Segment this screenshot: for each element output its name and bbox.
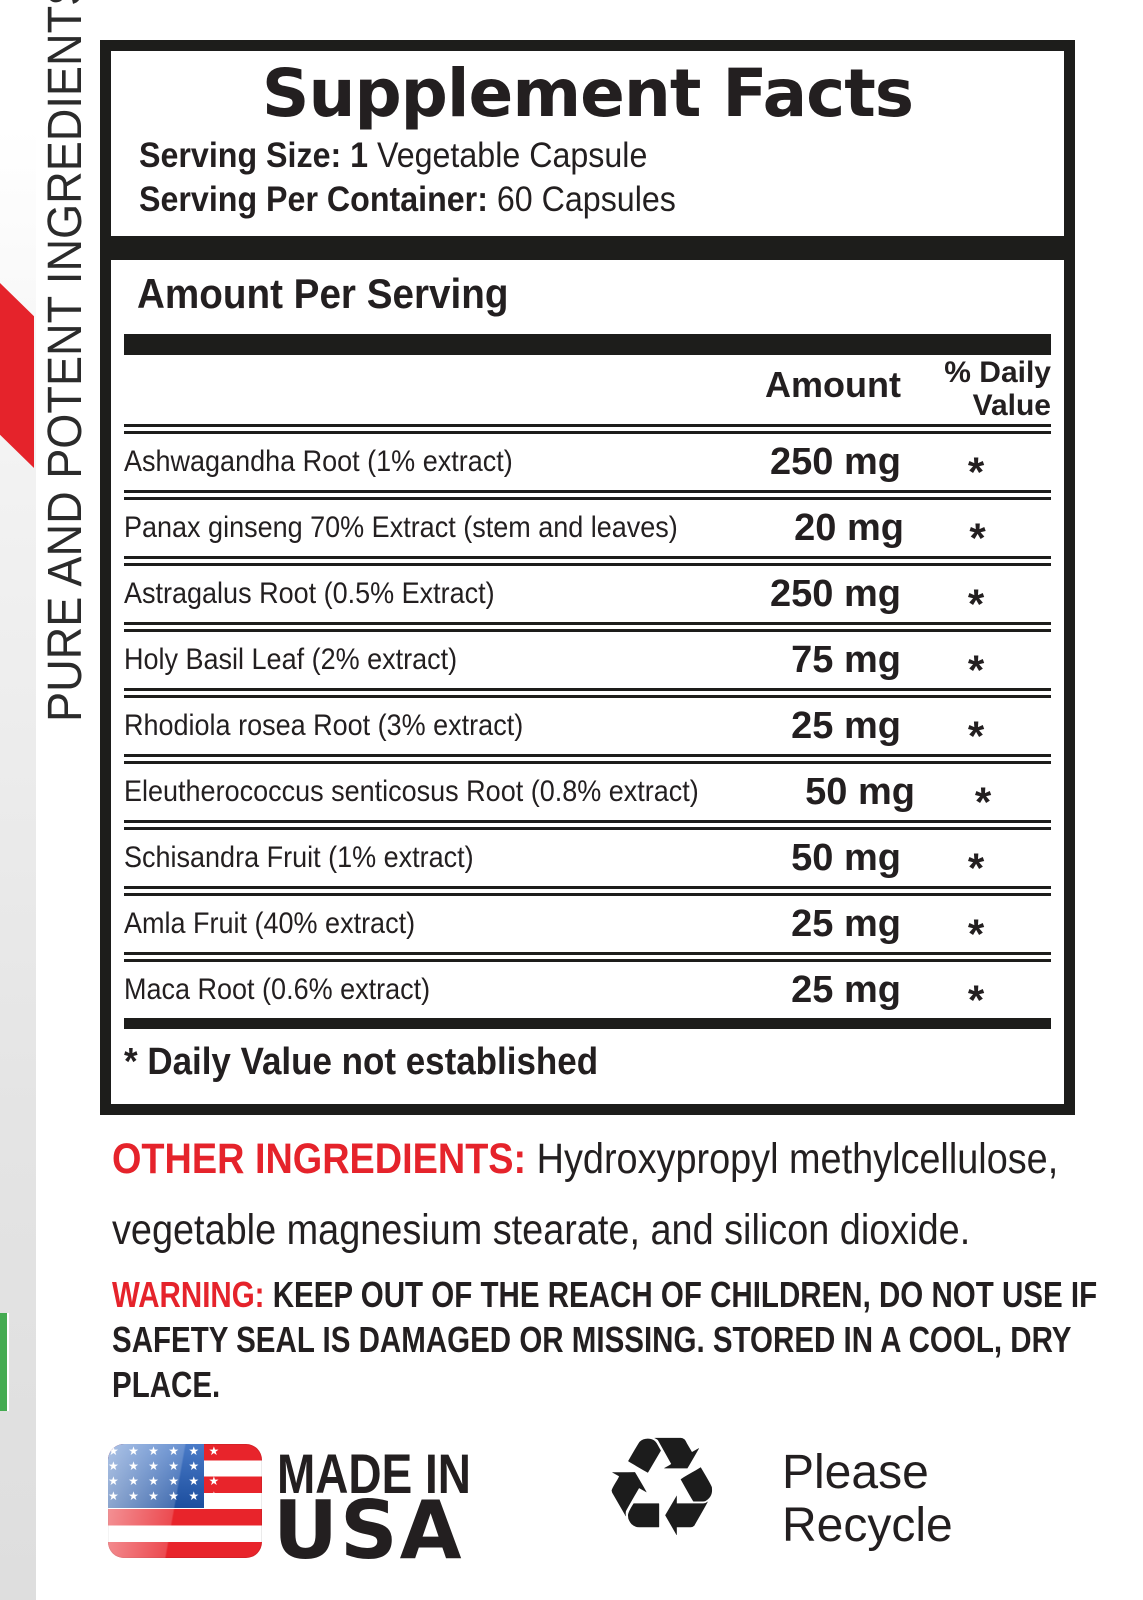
table-row: Amla Fruit (40% extract) 25 mg * [124,902,985,958]
flag-gloss [108,1444,262,1558]
warning-text-line2: SAFETY SEAL IS DAMAGED OR MISSING. STORE… [112,1319,1072,1360]
table-row: Rhodiola rosea Root (3% extract) 25 mg * [124,704,985,760]
serving-container-label: Serving Per Container: [139,180,488,219]
serving-size-label: Serving Size: 1 [139,136,369,175]
row-separator [124,820,1051,830]
row-separator [124,490,1051,500]
supplement-facts-panel: Supplement Facts Serving Size: 1 Vegetab… [100,40,1075,1115]
usa-text: USA [273,1484,464,1577]
vertical-tagline: PURE AND POTENT INGREDIENTS [39,0,92,722]
table-row: Astragalus Root (0.5% Extract) 250 mg * [124,572,985,628]
table-bottom-rule [124,1018,1051,1029]
panel-title: Supplement Facts [261,55,914,132]
warning-section: WARNING: KEEP OUT OF THE REACH OF CHILDR… [112,1272,1122,1407]
separator-bar-mid [124,334,1051,355]
other-ingredients-text-line2: vegetable magnesium stearate, and silico… [112,1206,971,1254]
row-separator [124,886,1051,896]
daily-value-footnote: * Daily Value not established [124,1041,599,1083]
serving-container-value: 60 Capsules [487,180,676,219]
table-row: Maca Root (0.6% extract) 25 mg * [124,968,985,1024]
red-ribbon-accent [0,283,34,468]
other-ingredients-label: OTHER INGREDIENTS: [112,1135,537,1183]
row-separator [124,622,1051,632]
serving-size-line: Serving Size: 1 Vegetable Capsule [139,136,692,176]
serving-size-value: Vegetable Capsule [368,136,648,175]
recycle-icon: ♻ [600,1407,724,1568]
serving-container-line: Serving Per Container: 60 Capsules [139,180,723,220]
table-row: Panax ginseng 70% Extract (stem and leav… [124,506,986,562]
warning-text-line1: KEEP OUT OF THE REACH OF CHILDREN, DO NO… [272,1274,1098,1315]
ingredients-table: Amount % Daily Value Ashwagandha Root (1… [124,305,1051,1084]
row-separator [124,952,1051,962]
table-row: Holy Basil Leaf (2% extract) 75 mg * [124,638,985,694]
green-edge-bar [0,1313,9,1411]
warning-label: WARNING: [112,1274,273,1315]
table-row: Ashwagandha Root (1% extract) 250 mg * [124,440,985,496]
table-row: Schisandra Fruit (1% extract) 50 mg * [124,836,985,892]
row-separator [124,688,1051,698]
please-recycle-text: Please Recycle [782,1446,953,1552]
column-header-daily-value: % Daily Value [944,356,1051,422]
other-ingredients-text-line1: Hydroxypropyl methylcellulose, [536,1135,1059,1183]
row-separator [124,424,1051,434]
row-separator [124,556,1051,566]
made-in-text: MADE IN [277,1442,471,1505]
separator-bar-top [111,236,1064,260]
row-separator [124,754,1051,764]
amount-per-serving-heading: Amount Per Serving [137,270,509,317]
table-header-row: Amount % Daily Value [124,305,1051,424]
warning-text-line3: PLACE. [112,1364,221,1405]
column-header-amount: Amount [765,364,901,405]
table-row: Eleutherococcus senticosus Root (0.8% ex… [124,770,992,826]
usa-flag-icon: ★ ★ ★ ★ ★ ★ ★ ★ ★ ★ ★ ★ ★ ★ ★ ★ ★ ★ ★ ★ … [108,1444,262,1558]
other-ingredients-section: OTHER INGREDIENTS: Hydroxypropyl methylc… [112,1124,1122,1266]
